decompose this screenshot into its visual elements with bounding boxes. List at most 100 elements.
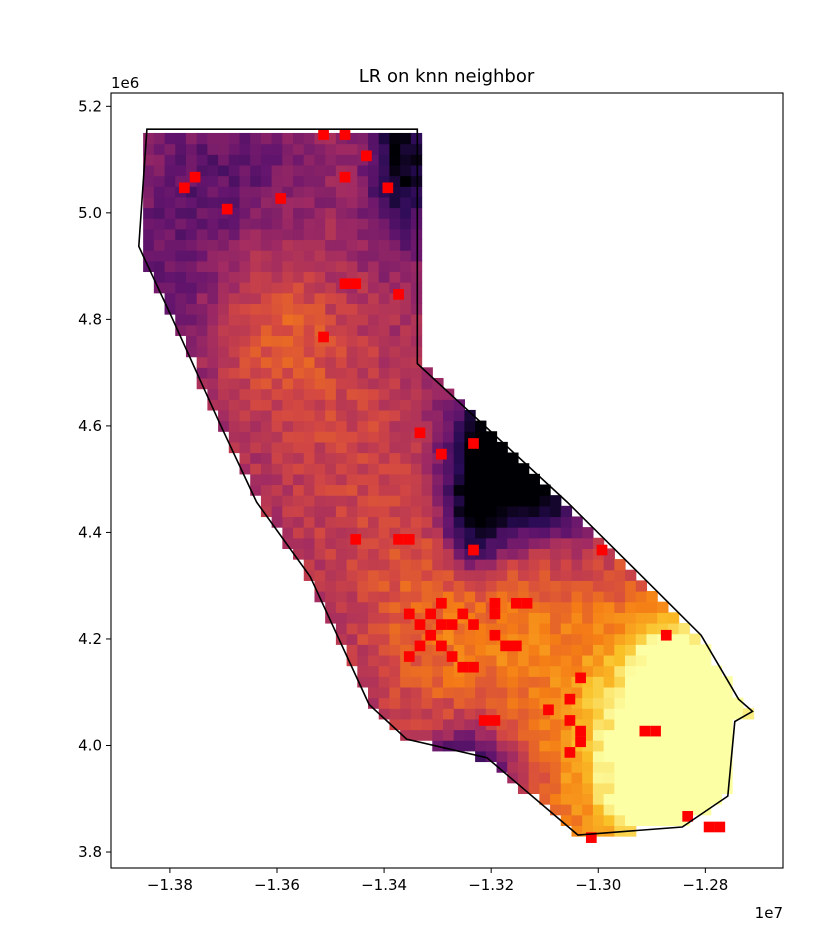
heatmap-cell [325,516,337,528]
heatmap-cell [293,260,305,273]
heatmap-cell [175,207,187,219]
heatmap-cell [496,761,508,773]
heatmap-cell [528,505,540,518]
heatmap-cell [175,175,187,187]
heatmap-cell [700,761,712,773]
heatmap-cell [689,782,701,795]
heatmap-cell [442,537,455,550]
heatmap-cell [325,303,337,315]
heatmap-cell [635,622,648,635]
heatmap-cell [378,420,391,432]
heatmap-cell [325,186,337,198]
heatmap-cell [346,196,358,209]
heatmap-cell [400,377,412,390]
heatmap-cell [185,260,198,273]
heatmap-cell [228,324,241,336]
heatmap-cell [271,516,283,528]
heatmap-cell [432,495,444,507]
heatmap-cell [528,708,540,720]
heatmap-cell [400,346,412,358]
heatmap-cell [475,591,487,603]
heatmap-cell [378,527,391,539]
heatmap-cell [389,708,401,720]
heatmap-cell [164,292,176,304]
heatmap-cell [453,740,465,752]
heatmap-cell [400,622,412,635]
heatmap-cell [228,335,241,347]
heatmap-cell [710,729,723,741]
heatmap-cell [517,548,530,560]
heatmap-cell [485,537,498,550]
heatmap-cell [442,516,455,528]
heatmap-cell [496,516,508,528]
heatmap-cell [368,633,380,645]
heatmap-cell [239,409,251,422]
heatmap-cell [239,271,251,283]
heatmap-cell [550,548,562,560]
heatmap-cell [368,367,380,379]
heatmap-cell [442,452,455,464]
heatmap-cell [228,239,241,251]
heatmap-cell [614,633,626,645]
heatmap-cell [260,324,273,336]
heatmap-cell [625,591,637,603]
heatmap-cell [710,793,723,805]
heatmap-cell [335,473,348,486]
heatmap-cell [335,527,348,539]
heatmap-cell [378,356,391,368]
heatmap-cell [400,186,412,198]
heatmap-cell [453,708,465,720]
heatmap-cell [164,228,176,241]
heatmap-cell [368,484,380,496]
y-tick-label: 4.8 [78,310,102,328]
heatmap-cell [485,463,498,475]
heatmap-cell [228,164,241,177]
heatmap-cell [196,143,208,155]
highlighted-cell [468,661,479,673]
heatmap-cell [689,772,701,784]
heatmap-cell [260,271,273,283]
heatmap-cell [239,154,251,166]
heatmap-cell [228,228,241,241]
heatmap-cell [475,452,487,464]
heatmap-cell [678,761,690,773]
heatmap-cell [368,527,380,539]
heatmap-cell [400,718,412,731]
heatmap-cell [271,356,283,368]
heatmap-cell [153,228,166,241]
heatmap-cell [335,548,348,560]
heatmap-cell [400,559,412,571]
heatmap-cell [314,399,326,411]
heatmap-cell [464,527,476,539]
heatmap-cell [239,207,251,219]
heatmap-cell [196,335,208,347]
heatmap-cell [410,473,423,486]
heatmap-cell [528,527,540,539]
heatmap-cell [635,591,648,603]
heatmap-cell [571,537,583,550]
heatmap-cell [614,580,626,592]
heatmap-cell [410,505,423,518]
heatmap-cell [485,548,498,560]
heatmap-cell [453,452,465,464]
heatmap-cell [357,431,369,443]
heatmap-cell [271,505,283,518]
heatmap-cell [421,505,433,518]
heatmap-cell [293,292,305,304]
heatmap-cell [410,697,423,709]
heatmap-cell [271,441,283,454]
heatmap-cell [378,708,391,720]
heatmap-cell [678,697,690,709]
heatmap-cell [389,654,401,667]
heatmap-cell [496,495,508,507]
heatmap-cell [282,537,294,550]
heatmap-cell [143,154,155,166]
heatmap-cell [400,154,412,166]
heatmap-cell [517,484,530,496]
heatmap-cell [389,324,401,336]
heatmap-cell [218,186,230,198]
heatmap-cell [592,686,605,699]
heatmap-cell [528,697,540,709]
heatmap-cell [453,495,465,507]
heatmap-cell [625,782,637,795]
